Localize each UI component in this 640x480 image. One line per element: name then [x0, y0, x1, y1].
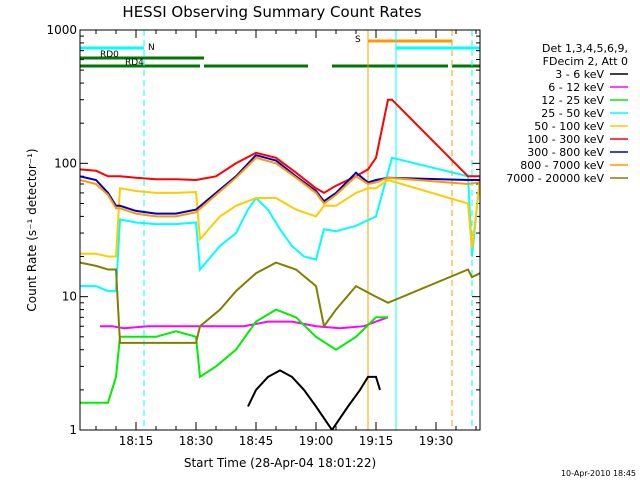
y-tick-label: 1 — [69, 423, 77, 437]
legend-header: FDecim 2, Att 0 — [543, 55, 628, 68]
y-tick-label: 10 — [62, 290, 77, 304]
y-tick-label: 100 — [54, 156, 77, 170]
legend-entry-label: 12 - 25 keV — [541, 94, 604, 107]
series-line-2 — [100, 316, 389, 330]
timestamp-footer: 10-Apr-2010 18:45 — [561, 469, 636, 478]
legend: Det 1,3,4,5,6,9,FDecim 2, Att 03 - 6 keV… — [506, 42, 628, 185]
state-label: RD4 — [125, 58, 144, 68]
x-tick-label: 19:30 — [419, 434, 454, 448]
plot-frame — [79, 29, 481, 431]
y-axis-label: Count Rate (s⁻¹ detector⁻¹) — [25, 148, 39, 311]
x-tick-label: 19:15 — [359, 434, 394, 448]
series-line-7 — [80, 154, 480, 215]
series-line-3 — [80, 308, 388, 404]
legend-header: Det 1,3,4,5,6,9, — [542, 42, 628, 55]
legend-entry-label: 25 - 50 keV — [541, 107, 604, 120]
series-line-5 — [80, 178, 480, 258]
legend-entry-label: 3 - 6 keV — [555, 68, 604, 81]
legend-entry-label: 300 - 800 keV — [527, 146, 604, 159]
state-label: RD0 — [100, 50, 119, 60]
x-axis-label: Start Time (28-Apr-04 18:01:22) — [184, 456, 376, 470]
y-tick-label: 1000 — [46, 23, 77, 37]
x-tick-label: 19:00 — [299, 434, 334, 448]
x-tick-label: 18:30 — [179, 434, 214, 448]
legend-entry-label: 100 - 300 keV — [527, 133, 604, 146]
legend-entry-label: 7000 - 20000 keV — [506, 172, 604, 185]
series-line-1 — [247, 369, 381, 430]
state-label: N — [148, 43, 155, 53]
series-line-8 — [80, 156, 480, 218]
legend-entry-label: 50 - 100 keV — [534, 120, 604, 133]
legend-entry-label: 800 - 7000 keV — [520, 159, 604, 172]
x-tick-label: 18:15 — [119, 434, 154, 448]
x-tick-label: 18:45 — [239, 434, 274, 448]
legend-entry-label: 6 - 12 keV — [548, 81, 604, 94]
series-line-6 — [80, 98, 480, 195]
series-line-9 — [80, 261, 480, 344]
chart-title: HESSI Observing Summary Count Rates — [122, 3, 421, 21]
state-label: S — [355, 35, 361, 45]
